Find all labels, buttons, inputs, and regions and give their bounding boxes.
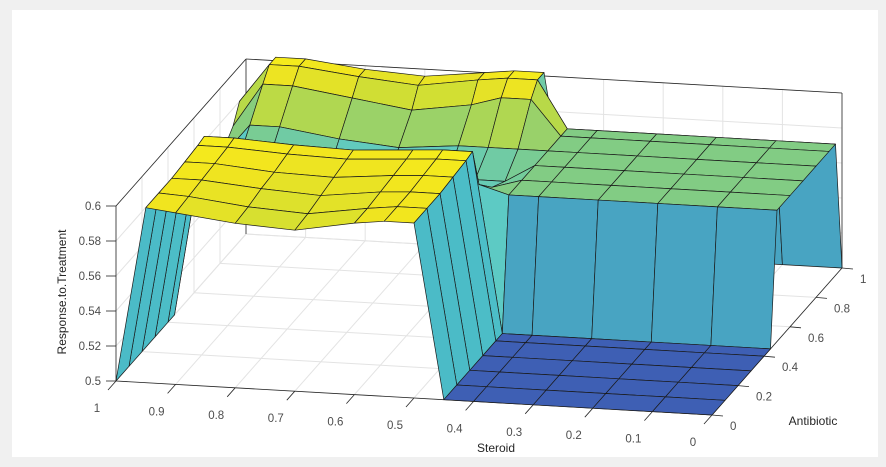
x-tick-mark: [703, 414, 713, 425]
x-tick-label: 0.6: [327, 417, 343, 429]
z-tick-label: 0.58: [79, 236, 101, 248]
y-tick-label: 0.4: [782, 362, 799, 374]
x-tick-label: 0: [690, 437, 696, 449]
x-tick-label: 0.7: [268, 413, 284, 425]
y-tick-mark: [815, 297, 828, 299]
x-tick-label: 0.9: [149, 406, 165, 418]
x-tick-mark: [226, 387, 236, 398]
x-tick-mark: [584, 407, 594, 418]
x-tick-label: 0.3: [506, 427, 522, 439]
x-tick-mark: [405, 397, 415, 408]
y-tick-mark: [789, 326, 802, 329]
z-axis-label: Response.to.Treatment: [55, 229, 69, 355]
x-tick-mark: [465, 401, 474, 411]
axis-box-line: [115, 58, 247, 207]
x-tick-mark: [644, 411, 653, 421]
x-tick-mark: [167, 384, 176, 394]
y-tick-label: 0.2: [756, 392, 772, 404]
x-tick-label: 0.8: [208, 410, 224, 422]
y-tick-label: 1: [860, 274, 866, 286]
x-tick-label: 1: [94, 403, 100, 415]
z-tick-label: 0.5: [85, 376, 101, 388]
y-axis-label: Antibiotic: [789, 414, 838, 428]
surface-patch: [652, 396, 726, 416]
surface-patch: [591, 199, 659, 343]
grid-line-x: [294, 243, 426, 392]
x-tick-label: 0.4: [447, 423, 464, 435]
grid-line-x: [234, 240, 366, 389]
y-tick-label: 0.6: [808, 333, 824, 345]
grid-line-x: [175, 237, 306, 385]
x-tick-mark: [107, 380, 117, 391]
x-tick-label: 0.1: [625, 434, 641, 446]
surface-patch: [710, 206, 778, 350]
x-tick-mark: [524, 404, 534, 415]
x-tick-mark: [286, 390, 296, 401]
y-tick-mark: [763, 355, 776, 358]
x-tick-mark: [346, 394, 355, 404]
z-tick-label: 0.56: [79, 271, 101, 283]
z-tick-label: 0.6: [85, 201, 101, 213]
surface-patch: [650, 203, 718, 346]
surface: [115, 56, 843, 416]
tick-marks: [106, 205, 854, 425]
z-tick-label: 0.54: [79, 306, 102, 318]
y-tick-mark: [737, 385, 750, 387]
x-axis-label: Steroid: [477, 441, 515, 455]
y-tick-mark: [841, 267, 854, 270]
surface-patch: [531, 196, 599, 339]
surface-patch: [346, 149, 414, 160]
z-tick-label: 0.52: [79, 341, 101, 353]
y-tick-label: 0.8: [834, 303, 850, 315]
y-tick-mark: [711, 414, 724, 417]
y-tick-label: 0: [730, 421, 736, 433]
x-tick-label: 0.2: [566, 430, 582, 442]
x-tick-label: 0.5: [387, 420, 403, 432]
